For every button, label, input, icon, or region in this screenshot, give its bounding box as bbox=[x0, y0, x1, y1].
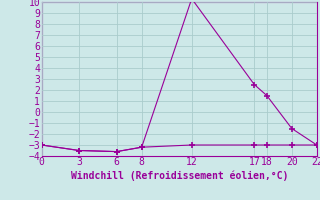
X-axis label: Windchill (Refroidissement éolien,°C): Windchill (Refroidissement éolien,°C) bbox=[70, 170, 288, 181]
